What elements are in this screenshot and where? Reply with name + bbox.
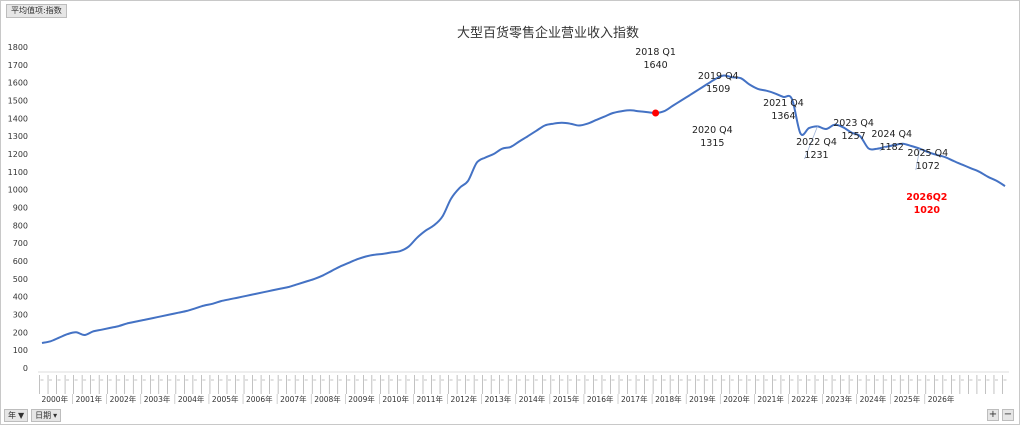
year-tick-label: 2000年 [41,394,68,404]
y-tick-label: 1200 [8,150,28,159]
value-field-button[interactable]: 平均值项:指数 [6,4,67,18]
expand-button[interactable]: + [987,409,999,421]
year-tick-label: 2024年 [860,394,887,404]
year-tick-label: 2004年 [178,394,205,404]
annotation-period: 2024 Q4 [871,129,912,140]
annotation-leader [879,146,886,152]
annotation-period: 2019 Q4 [698,71,739,82]
annotation-period: 2020 Q4 [692,125,733,136]
annotation-value: 1509 [706,84,730,95]
annotation-value: 1231 [804,150,828,161]
year-tick-label: 2002年 [110,394,137,404]
year-tick-label: 2008年 [314,394,341,404]
year-tick-label: 2025年 [894,394,921,404]
chart-title: 大型百货零售企业营业收入指数 [457,25,639,41]
series-line [41,74,1006,344]
year-tick-label: 2006年 [246,394,273,404]
annotations: 2018 Q1 1640 2019 Q4 1509 2020 Q4 1315 2021 Q4… [635,47,948,216]
annotation-value: 1640 [643,60,667,71]
peak-marker [652,109,660,117]
y-tick-label: 1700 [8,61,28,70]
y-tick-label: 0 [23,364,28,373]
year-tick-label: 2026年 [928,394,955,404]
collapse-button[interactable]: − [1002,409,1014,421]
year-tick-label: 2015年 [553,394,580,404]
year-tick-label: 2014年 [519,394,546,404]
filter-icon: ▼ [18,411,25,420]
annotation-leader [915,148,921,171]
y-tick-label: 600 [13,257,28,266]
year-tick-label: 2001年 [76,394,103,404]
bottom-field-bar: 年 ▼ 日期 ▾ [4,409,62,422]
date-field-label: 日期 [35,411,52,420]
annotation-value: 1257 [842,131,866,142]
annotation-value: 1072 [916,161,940,172]
index-line [41,74,1006,344]
annotation-value: 1182 [880,142,904,153]
annotation-value: 1364 [771,111,795,122]
y-tick-label: 1500 [8,97,28,106]
annotation-period: 2021 Q4 [763,98,804,109]
year-tick-label: 2005年 [212,394,239,404]
annotation-period: 2018 Q1 [635,47,676,58]
y-axis: 0 100 200 300 400 500 600 700 800 900 1000 1100 1200… [8,43,28,373]
y-tick-label: 900 [13,204,28,213]
year-field-label: 年 [8,411,16,420]
y-tick-label: 1800 [8,43,28,52]
year-field-button[interactable]: 年 ▼ [4,409,29,422]
y-tick-label: 200 [13,328,28,337]
x-axis: 2000年 2001年 2002年 2003年 2004年 2005年 2006年 2007年… [38,371,1009,404]
year-tick-label: 2010年 [382,394,409,404]
year-tick-label: 2017年 [621,394,648,404]
year-tick-label: 2023年 [826,394,853,404]
annotation-period: 2025 Q4 [907,148,948,159]
y-tick-label: 1400 [8,114,28,123]
year-tick-label: 2016年 [587,394,614,404]
y-tick-label: 700 [13,239,28,248]
chevron-down-icon: ▾ [53,411,58,420]
annotation-leader [804,126,818,160]
annotation-value: 1020 [914,205,941,216]
zoom-controls: + − [987,409,1014,421]
y-tick-label: 800 [13,221,28,230]
annotation-period: 2022 Q4 [796,137,837,148]
y-tick-label: 1300 [8,132,28,141]
year-tick-label: 2003年 [144,394,171,404]
date-field-button[interactable]: 日期 ▾ [31,409,62,422]
year-tick-label: 2011年 [416,394,443,404]
year-tick-label: 2022年 [791,394,818,404]
year-tick-label: 2012年 [451,394,478,404]
year-tick-label: 2009年 [348,394,375,404]
y-tick-label: 1600 [8,79,28,88]
y-tick-label: 500 [13,275,28,284]
year-tick-label: 2019年 [689,394,716,404]
year-tick-label: 2020年 [723,394,750,404]
y-tick-label: 400 [13,293,28,302]
y-tick-label: 300 [13,311,28,320]
y-tick-label: 100 [13,346,28,355]
y-tick-label: 1100 [8,168,28,177]
annotation-period: 2026Q2 [906,192,947,203]
year-tick-label: 2007年 [280,394,307,404]
year-tick-label: 2021年 [757,394,784,404]
y-tick-label: 1000 [8,186,28,195]
annotation-value: 1315 [700,138,724,149]
year-tick-label: 2018年 [655,394,682,404]
year-tick-label: 2013年 [485,394,512,404]
annotation-period: 2023 Q4 [833,118,874,129]
